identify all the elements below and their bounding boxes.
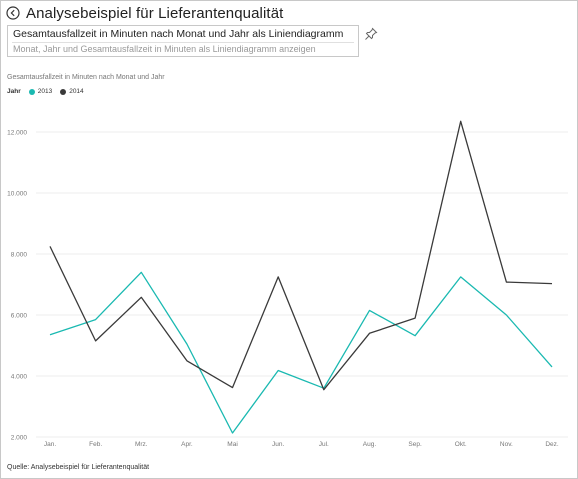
legend-dot-2013 xyxy=(28,88,35,95)
x-tick-label: Okt. xyxy=(455,441,467,448)
y-tick-label: 6.000 xyxy=(11,313,28,320)
pin-icon[interactable] xyxy=(364,27,378,41)
qa-box: Monat, Jahr und Gesamtausfallzeit in Min… xyxy=(7,25,359,57)
x-tick-label: Mai xyxy=(227,441,237,448)
x-tick-label: Dez. xyxy=(545,441,559,448)
legend-dot-2014 xyxy=(60,88,67,95)
legend-item-2013[interactable]: 2013 xyxy=(28,88,53,95)
legend-label-2013: 2013 xyxy=(37,88,53,95)
y-tick-label: 8.000 xyxy=(11,252,28,259)
back-circle-icon[interactable] xyxy=(6,6,20,20)
chart-title: Gesamtausfallzeit in Minuten nach Monat … xyxy=(7,74,165,81)
qa-suggestion[interactable]: Monat, Jahr und Gesamtausfallzeit in Min… xyxy=(13,44,316,54)
y-tick-label: 12.000 xyxy=(7,130,27,137)
x-tick-label: Aug. xyxy=(363,441,377,448)
qa-divider xyxy=(12,42,354,43)
y-tick-label: 10.000 xyxy=(7,191,27,198)
x-tick-label: Nov. xyxy=(500,441,513,448)
x-tick-label: Apr. xyxy=(181,441,193,448)
page-title: Analysebeispiel für Lieferantenqualität xyxy=(26,4,284,22)
source-note: Quelle: Analysebeispiel für Lieferantenq… xyxy=(7,464,150,471)
x-tick-label: Mrz. xyxy=(135,441,148,448)
x-tick-label: Jul. xyxy=(319,441,329,448)
x-tick-label: Feb. xyxy=(89,441,102,448)
qa-question-input[interactable] xyxy=(8,26,356,41)
line-chart: 2.000 4.000 6.000 8.000 10.000 12.000 Jan. Feb.… xyxy=(7,120,568,448)
legend-title: Jahr xyxy=(7,88,21,95)
x-tick-label: Jun. xyxy=(272,441,284,448)
series-line-2013[interactable] xyxy=(49,271,553,434)
series-line-2014[interactable] xyxy=(49,120,553,391)
chart-legend: Jahr 2013 2014 xyxy=(7,88,92,95)
y-tick-label: 2.000 xyxy=(11,435,28,442)
legend-label-2014: 2014 xyxy=(69,88,84,95)
x-tick-label: Jan. xyxy=(44,441,56,448)
page-header: Analysebeispiel für Lieferantenqualität xyxy=(6,3,283,23)
x-tick-label: Sep. xyxy=(408,441,422,448)
y-tick-label: 4.000 xyxy=(11,374,28,381)
legend-item-2014[interactable]: 2014 xyxy=(60,88,84,95)
